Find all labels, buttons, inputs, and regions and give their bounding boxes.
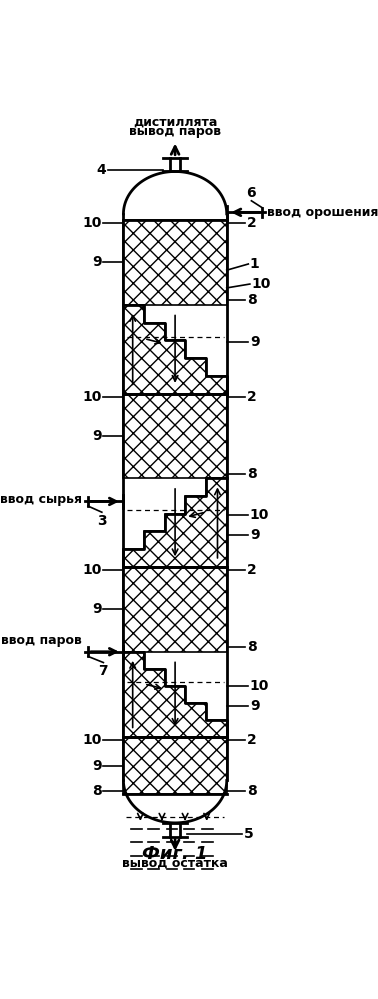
Text: 10: 10 bbox=[82, 732, 102, 746]
Text: 2: 2 bbox=[247, 216, 257, 230]
Text: 2: 2 bbox=[247, 390, 257, 404]
Text: ввод орошения: ввод орошения bbox=[267, 206, 378, 219]
Text: 9: 9 bbox=[250, 527, 259, 541]
Text: дистиллята: дистиллята bbox=[133, 115, 217, 128]
Text: 7: 7 bbox=[99, 664, 108, 678]
Text: 9: 9 bbox=[92, 602, 102, 616]
Text: 2: 2 bbox=[247, 732, 257, 746]
Text: 8: 8 bbox=[247, 467, 257, 481]
Polygon shape bbox=[124, 305, 227, 394]
Text: 1: 1 bbox=[250, 257, 260, 271]
Text: 10: 10 bbox=[251, 277, 271, 291]
Text: Фиг. 1: Фиг. 1 bbox=[143, 845, 208, 863]
Polygon shape bbox=[124, 479, 227, 567]
Text: 9: 9 bbox=[92, 759, 102, 773]
Polygon shape bbox=[124, 651, 227, 736]
Text: 8: 8 bbox=[247, 784, 257, 798]
Bar bbox=[124, 394, 227, 479]
Text: 9: 9 bbox=[92, 429, 102, 443]
Text: 9: 9 bbox=[250, 335, 259, 349]
Text: 8: 8 bbox=[247, 640, 257, 654]
Text: 9: 9 bbox=[92, 256, 102, 270]
Bar bbox=[124, 567, 227, 651]
Text: 3: 3 bbox=[97, 513, 107, 527]
Text: 6: 6 bbox=[246, 186, 256, 200]
Text: 5: 5 bbox=[244, 826, 253, 841]
Bar bbox=[124, 220, 227, 305]
Text: вывод остатка: вывод остатка bbox=[122, 857, 228, 870]
Text: 4: 4 bbox=[97, 163, 107, 177]
Text: 10: 10 bbox=[82, 216, 102, 230]
Text: 10: 10 bbox=[250, 508, 269, 522]
Text: 10: 10 bbox=[250, 679, 269, 693]
Text: 8: 8 bbox=[247, 294, 257, 308]
Text: 9: 9 bbox=[250, 698, 259, 712]
Text: 10: 10 bbox=[82, 563, 102, 577]
Text: ввод паров: ввод паров bbox=[1, 634, 82, 647]
Text: 10: 10 bbox=[82, 390, 102, 404]
Text: 8: 8 bbox=[92, 784, 102, 798]
Text: ввод сырья: ввод сырья bbox=[0, 494, 82, 506]
Text: вывод паров: вывод паров bbox=[129, 125, 221, 138]
Bar bbox=[124, 736, 227, 794]
Text: 2: 2 bbox=[247, 563, 257, 577]
